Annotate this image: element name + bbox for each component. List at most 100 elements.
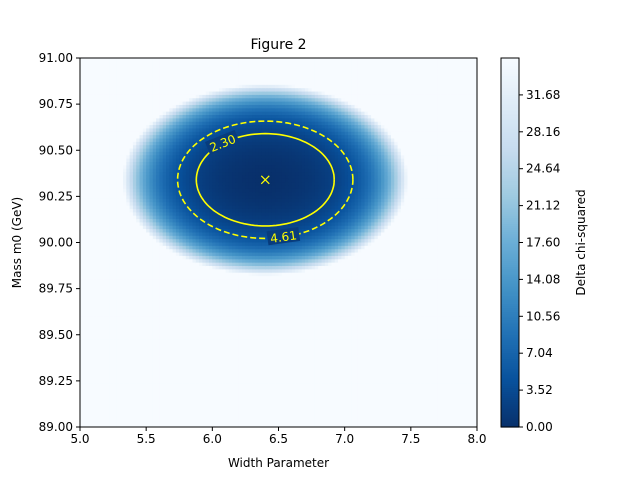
heatmap-cell — [93, 104, 98, 109]
heatmap-cell — [136, 68, 141, 73]
heatmap-cell — [132, 182, 137, 187]
heatmap-cell — [202, 272, 207, 277]
heatmap-cell — [83, 155, 88, 160]
heatmap-cell — [169, 188, 174, 193]
heatmap-cell — [185, 410, 190, 415]
heatmap-cell — [179, 373, 184, 378]
heatmap-cell — [93, 356, 98, 361]
heatmap-cell — [172, 259, 177, 264]
heatmap-cell — [136, 185, 141, 190]
heatmap-cell — [93, 175, 98, 180]
heatmap-cell — [192, 185, 197, 190]
heatmap-cell — [175, 272, 180, 277]
heatmap-cell — [172, 312, 177, 317]
heatmap-cell — [86, 386, 91, 391]
heatmap-cell — [129, 292, 134, 297]
heatmap-cell — [159, 94, 164, 99]
heatmap-cell — [113, 118, 117, 123]
heatmap-cell — [195, 205, 200, 210]
heatmap-cell — [159, 222, 164, 227]
heatmap-cell — [159, 410, 164, 415]
heatmap-cell — [106, 71, 111, 76]
heatmap-cell — [139, 349, 144, 354]
heatmap-cell — [99, 125, 104, 130]
heatmap-cell — [228, 198, 233, 203]
heatmap-cell — [209, 165, 213, 170]
heatmap-cell — [109, 135, 114, 140]
heatmap-cell — [106, 276, 111, 280]
heatmap-cell — [139, 316, 144, 321]
heatmap-cell — [215, 245, 220, 250]
heatmap-cell — [113, 138, 117, 143]
heatmap-cell — [119, 78, 124, 83]
heatmap-cell — [119, 61, 124, 66]
heatmap-cell — [86, 423, 91, 427]
heatmap-cell — [132, 383, 137, 388]
heatmap-cell — [126, 326, 131, 331]
heatmap-cell — [80, 242, 84, 247]
heatmap-cell — [89, 410, 94, 415]
heatmap-cell — [185, 138, 190, 143]
heatmap-cell — [199, 309, 204, 314]
heatmap-cell — [222, 262, 227, 267]
heatmap-cell — [129, 410, 134, 415]
heatmap-cell — [212, 252, 217, 257]
heatmap-cell — [96, 172, 101, 176]
heatmap-cell — [123, 255, 127, 260]
heatmap-cell — [159, 245, 164, 250]
heatmap-cell — [103, 161, 108, 166]
heatmap-cell — [228, 81, 233, 86]
heatmap-cell — [218, 346, 223, 351]
heatmap-cell — [152, 376, 157, 381]
heatmap-cell — [96, 373, 101, 378]
heatmap-cell — [225, 64, 230, 69]
heatmap-cell — [96, 363, 101, 368]
heatmap-cell — [218, 289, 223, 294]
heatmap-cell — [103, 390, 108, 395]
heatmap-cell — [129, 309, 134, 314]
heatmap-cell — [212, 420, 217, 425]
heatmap-cell — [139, 376, 144, 381]
heatmap-cell — [149, 141, 154, 146]
heatmap-cell — [189, 212, 194, 217]
heatmap-cell — [166, 306, 170, 311]
heatmap-cell — [83, 343, 88, 348]
heatmap-cell — [195, 406, 200, 411]
heatmap-cell — [126, 369, 131, 374]
heatmap-cell — [136, 363, 141, 368]
heatmap-cell — [192, 208, 197, 213]
heatmap-cell — [136, 121, 141, 126]
heatmap-cell — [222, 403, 227, 408]
heatmap-cell — [182, 292, 187, 297]
heatmap-cell — [209, 84, 213, 89]
heatmap-cell — [113, 178, 117, 183]
heatmap-cell — [93, 111, 98, 116]
heatmap-cell — [222, 272, 227, 277]
heatmap-cell — [119, 141, 124, 146]
heatmap-cell — [99, 202, 104, 207]
heatmap-cell — [205, 265, 210, 270]
heatmap-cell — [228, 151, 233, 156]
heatmap-cell — [222, 319, 227, 324]
heatmap-cell — [222, 172, 227, 176]
heatmap-cell — [123, 74, 127, 79]
heatmap-cell — [222, 245, 227, 250]
heatmap-cell — [175, 128, 180, 133]
heatmap-cell — [80, 292, 84, 297]
heatmap-cell — [169, 131, 174, 136]
heatmap-cell — [99, 121, 104, 126]
heatmap-cell — [202, 141, 207, 146]
heatmap-cell — [142, 329, 147, 334]
heatmap-cell — [189, 178, 194, 183]
heatmap-cell — [179, 84, 184, 89]
heatmap-cell — [93, 423, 98, 427]
heatmap-cell — [132, 410, 137, 415]
heatmap-cell — [172, 406, 177, 411]
heatmap-cell — [185, 269, 190, 274]
heatmap-cell — [80, 400, 84, 405]
heatmap-cell — [222, 312, 227, 317]
heatmap-cell — [169, 403, 174, 408]
heatmap-cell — [103, 242, 108, 247]
heatmap-cell — [212, 359, 217, 364]
heatmap-cell — [126, 373, 131, 378]
